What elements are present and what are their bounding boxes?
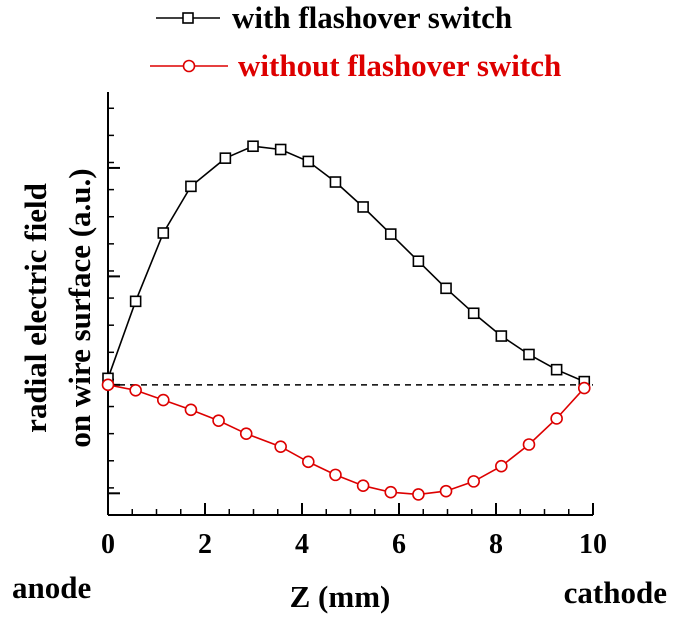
data-point-circle [495, 459, 508, 473]
data-point-square [412, 255, 425, 268]
y-axis-label-line1: radial electric field [18, 183, 53, 433]
data-point-square [247, 140, 259, 153]
data-point-square [467, 307, 480, 320]
data-point-circle [356, 479, 370, 493]
x-tick-label: 4 [295, 529, 309, 560]
x-axis-label: Z (mm) [290, 579, 391, 614]
data-point-circle [212, 414, 225, 427]
legend-label: with flashover switch [232, 0, 512, 35]
x-tick-label: 6 [392, 529, 406, 560]
data-point-circle [412, 488, 425, 501]
data-point-square [550, 363, 563, 376]
data-point-circle [384, 485, 398, 499]
data-point-square [157, 227, 170, 239]
data-point-circle [156, 393, 170, 407]
series-2 [101, 378, 591, 501]
data-point-circle [302, 455, 315, 469]
data-point-square [219, 152, 232, 164]
legend-marker-circle [182, 59, 196, 73]
data-point-square [357, 201, 369, 213]
legend-marker-square [182, 12, 194, 24]
x-tick-label: 10 [579, 529, 607, 560]
data-point-square [329, 176, 342, 188]
data-point-square [185, 180, 197, 193]
x-tick-label: 0 [101, 529, 115, 560]
data-point-circle [439, 484, 453, 498]
series-line [107, 145, 585, 383]
data-point-square [274, 143, 287, 156]
data-point-circle [329, 468, 342, 482]
series-1 [102, 140, 591, 388]
legend-label: without flashover switch [238, 48, 561, 83]
series-line [107, 384, 585, 496]
data-point-circle [184, 403, 198, 417]
data-point-square [384, 228, 397, 240]
data-point-circle [467, 475, 480, 488]
data-point-circle [129, 383, 142, 397]
axes: 0 2 4 6 8 10 [101, 92, 607, 560]
data-point-square [302, 155, 315, 168]
data-point-square [495, 330, 508, 342]
data-point-square [440, 282, 452, 295]
cathode-label: cathode [564, 575, 667, 610]
y-axis-label-line2: on wire surface (a.u.) [62, 168, 97, 447]
data-point-circle [577, 381, 591, 395]
data-point-circle [274, 440, 287, 453]
x-tick-label: 8 [489, 529, 503, 560]
data-point-square [129, 295, 142, 308]
anode-label: anode [12, 570, 91, 605]
data-point-square [523, 348, 535, 361]
data-point-circle [522, 438, 536, 451]
x-tick-label: 2 [198, 529, 212, 560]
legend: with flashover switch without flashover s… [150, 0, 561, 83]
series-group [101, 140, 591, 501]
data-point-circle [239, 427, 253, 440]
data-point-circle [101, 378, 115, 392]
data-point-circle [550, 412, 563, 425]
